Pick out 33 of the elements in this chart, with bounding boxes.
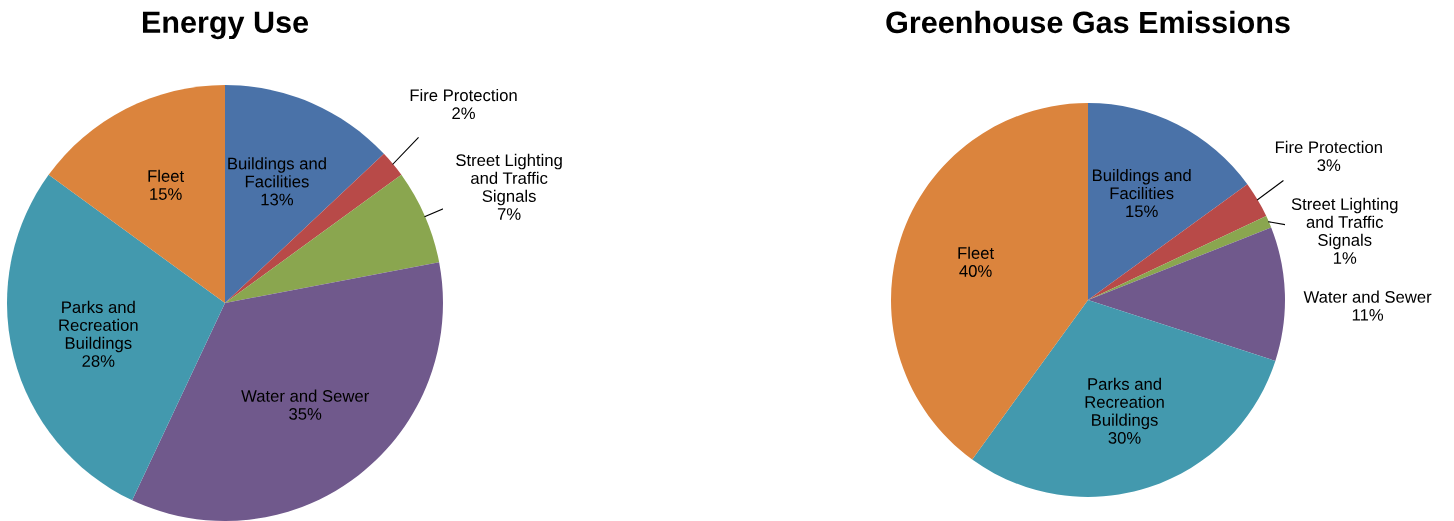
slice-label: Fire Protection — [1275, 140, 1382, 154]
data-label: 7% — [497, 208, 521, 220]
pie-slice — [972, 300, 1276, 497]
slice-label: Water and Sewer — [1303, 290, 1432, 303]
data-label: 35% — [289, 408, 322, 420]
slice-label: Street Lighting and Traffic Signals — [1291, 197, 1398, 250]
slice-label: Buildings and Facilities — [228, 157, 326, 188]
data-label: 13% — [261, 193, 294, 206]
pie-slice — [1088, 216, 1272, 300]
data-label: 28% — [82, 355, 115, 367]
data-label: 15% — [150, 188, 182, 200]
slice-label: Buildings and Facilities — [1092, 168, 1191, 200]
data-label: 15% — [1126, 205, 1158, 218]
slice-label: Water and Sewer — [241, 389, 369, 402]
slice-label: Fleet — [148, 169, 185, 182]
data-label: 3% — [1317, 159, 1341, 172]
slice-label: Fleet — [958, 246, 994, 259]
chart-title: Greenhouse Gas Emissions — [886, 10, 1290, 34]
data-label: 30% — [1108, 432, 1141, 444]
slice-label: Parks and Recreation Buildings — [1085, 377, 1164, 430]
pie-slice — [225, 174, 440, 303]
data-label: 1% — [1333, 252, 1357, 264]
data-label: 11% — [1352, 309, 1384, 321]
slice-label: Street Lighting and Traffic Signals — [456, 153, 562, 206]
data-label: 40% — [959, 265, 992, 277]
pie-slice — [1088, 227, 1285, 361]
slice-label: Parks and Recreation Buildings — [59, 300, 138, 353]
chart-title: Energy Use — [142, 11, 309, 40]
pie-slice — [225, 85, 384, 303]
slice-label: Fire Protection — [410, 88, 517, 102]
data-label: 2% — [452, 107, 475, 120]
pie-slice — [1088, 103, 1248, 300]
pie-slice — [1088, 184, 1267, 300]
